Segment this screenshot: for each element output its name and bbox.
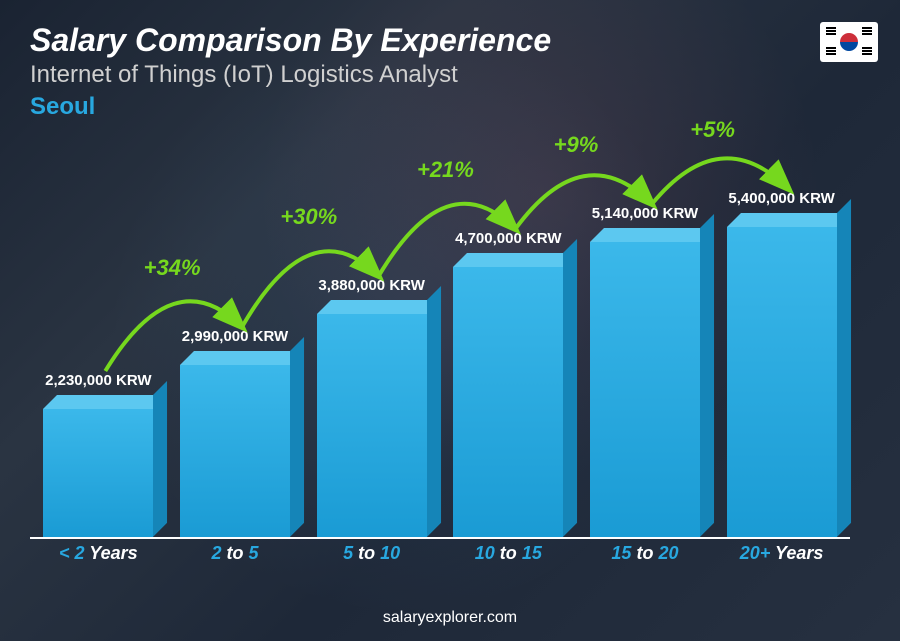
x-labels-container: < 2 Years2 to 55 to 1010 to 1515 to 2020… [30,543,850,571]
bar-side-face [427,286,441,537]
bar: 3,880,000 KRW [317,314,427,537]
bar-value-label: 5,400,000 KRW [728,190,834,207]
bar-front-face [43,409,153,537]
bar-side-face [563,239,577,537]
bar-top-face [590,228,714,242]
bar: 4,700,000 KRW [453,267,563,537]
x-axis-label: < 2 Years [33,543,163,571]
bar: 2,230,000 KRW [43,409,153,537]
bar-side-face [290,337,304,537]
attribution: salaryexplorer.com [0,609,900,627]
x-axis-baseline [30,537,850,539]
bar-top-face [727,213,851,227]
bar-value-label: 2,230,000 KRW [45,372,151,389]
chart-subtitle: Internet of Things (IoT) Logistics Analy… [30,61,810,89]
bar-group: 2,230,000 KRW [33,409,163,537]
bar-value-label: 4,700,000 KRW [455,230,561,247]
bar-top-face [43,395,167,409]
bar-top-face [453,253,577,267]
bar-front-face [453,267,563,537]
bar-group: 2,990,000 KRW [170,365,300,537]
bar-front-face [590,242,700,537]
header: Salary Comparison By Experience Internet… [30,22,810,121]
bar-group: 5,400,000 KRW [717,227,847,537]
x-axis-label: 10 to 15 [443,543,573,571]
bars-container: 2,230,000 KRW 2,990,000 KRW 3,880,000 KR… [30,157,850,537]
chart-location: Seoul [30,93,810,121]
x-axis-label: 15 to 20 [580,543,710,571]
bar-top-face [317,300,441,314]
bar-side-face [837,199,851,537]
chart-title: Salary Comparison By Experience [30,22,810,59]
bar-front-face [180,365,290,537]
bar-group: 5,140,000 KRW [580,242,710,537]
bar-side-face [153,381,167,537]
flag-south-korea [820,22,878,62]
x-axis-label: 5 to 10 [307,543,437,571]
bar: 5,400,000 KRW [727,227,837,537]
x-axis-label: 20+ Years [717,543,847,571]
bar-value-label: 5,140,000 KRW [592,205,698,222]
bar-front-face [727,227,837,537]
bar-front-face [317,314,427,537]
bar: 5,140,000 KRW [590,242,700,537]
bar-value-label: 3,880,000 KRW [318,277,424,294]
chart-area: 2,230,000 KRW 2,990,000 KRW 3,880,000 KR… [30,151,850,571]
x-axis-label: 2 to 5 [170,543,300,571]
bar: 2,990,000 KRW [180,365,290,537]
bar-group: 3,880,000 KRW [307,314,437,537]
bar-group: 4,700,000 KRW [443,267,573,537]
bar-value-label: 2,990,000 KRW [182,328,288,345]
bar-top-face [180,351,304,365]
bar-side-face [700,214,714,537]
